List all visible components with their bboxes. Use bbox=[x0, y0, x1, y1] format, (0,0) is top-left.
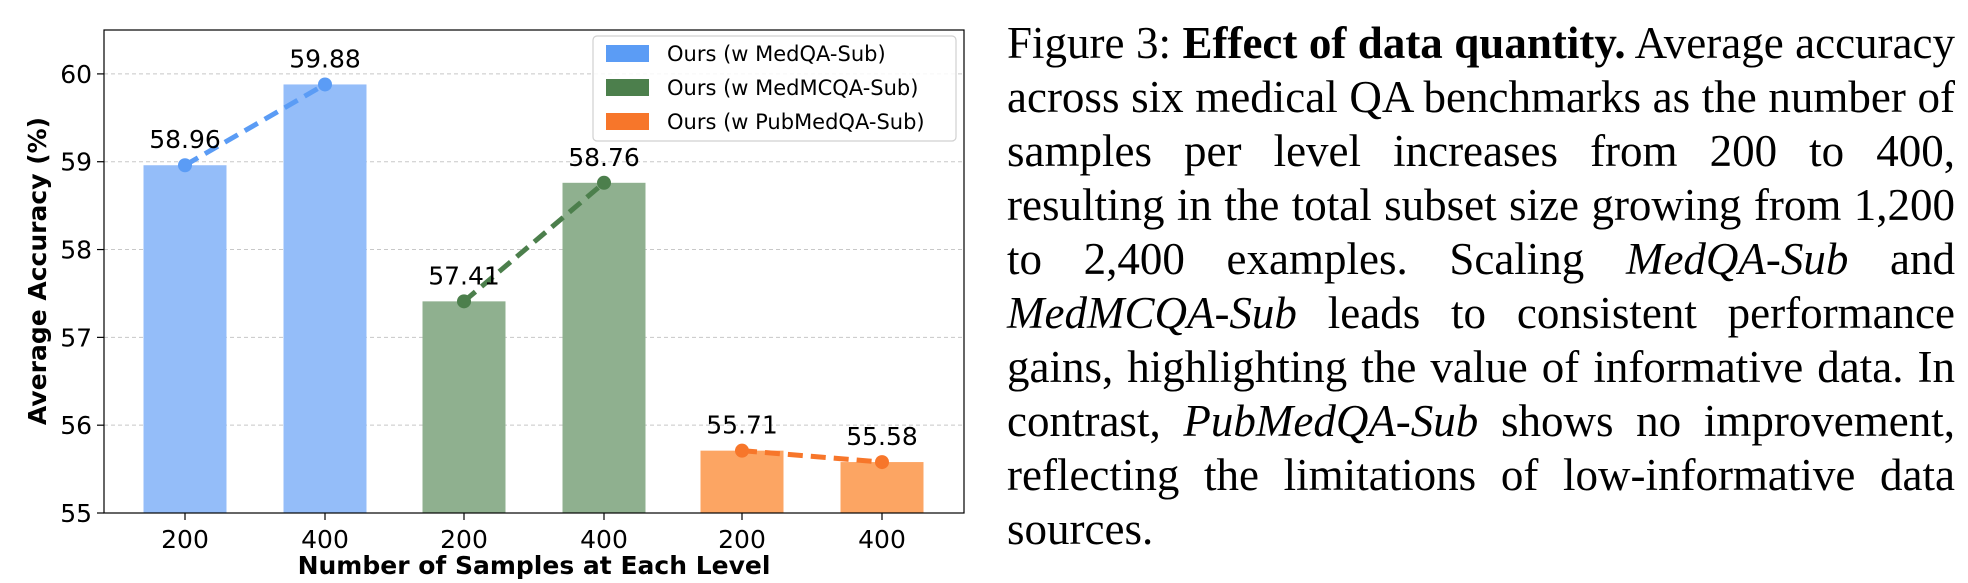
y-ticks: 55 56 57 58 59 60 bbox=[60, 60, 104, 528]
bar bbox=[422, 301, 506, 513]
grid-lines bbox=[104, 73, 964, 426]
caption-italic-medmcqa: MedMCQA-Sub bbox=[1007, 288, 1297, 338]
bar bbox=[840, 462, 924, 513]
x-tick-label: 200 bbox=[161, 525, 209, 554]
legend: Ours (w MedQA-Sub) Ours (w MedMCQA-Sub) Ou… bbox=[592, 35, 957, 142]
legend-swatch bbox=[606, 113, 649, 130]
data-label: 55.71 bbox=[706, 411, 778, 440]
caption-italic-medqa: MedQA-Sub bbox=[1625, 234, 1849, 284]
x-tick-label: 400 bbox=[301, 525, 349, 554]
trend-line bbox=[741, 448, 883, 465]
data-point bbox=[875, 455, 889, 470]
legend-swatch bbox=[606, 79, 649, 96]
data-label: 57.41 bbox=[428, 261, 500, 290]
legend-label: Ours (w PubMedQA-Sub) bbox=[667, 110, 925, 134]
x-tick-label: 400 bbox=[580, 525, 628, 554]
trend-line bbox=[462, 180, 606, 304]
legend-swatch bbox=[606, 45, 649, 62]
x-tick-label: 400 bbox=[858, 525, 906, 554]
caption-text-2: and bbox=[1890, 234, 1956, 284]
data-point bbox=[178, 158, 192, 173]
caption-text-4: shows no improvement, reflecting the lim… bbox=[1007, 396, 1956, 554]
y-tick-label: 58 bbox=[60, 236, 92, 265]
x-tick-label: 200 bbox=[718, 525, 766, 554]
bar bbox=[283, 84, 367, 514]
x-axis-label: Number of Samples at Each Level bbox=[298, 551, 771, 580]
legend-label: Ours (w MedQA-Sub) bbox=[667, 42, 886, 66]
data-point bbox=[318, 77, 332, 92]
figure-caption: Figure 3: Effect of data quantity. Avera… bbox=[1007, 16, 1955, 556]
bars bbox=[143, 84, 924, 514]
data-point bbox=[597, 175, 611, 190]
y-axis-label: Average Accuracy (%) bbox=[23, 117, 52, 425]
y-tick-label: 59 bbox=[60, 148, 92, 177]
bar bbox=[143, 165, 227, 514]
caption-title: Effect of data quantity. bbox=[1182, 18, 1626, 68]
caption-text-1: Average accuracy across six medical QA b… bbox=[1007, 18, 1955, 284]
plot-frame bbox=[103, 29, 965, 514]
y-tick-label: 56 bbox=[60, 411, 92, 440]
caption-label: Figure 3: bbox=[1007, 18, 1171, 68]
trend-line bbox=[183, 82, 327, 168]
caption-italic-pubmedqa: PubMedQA-Sub bbox=[1183, 396, 1479, 446]
data-label: 59.88 bbox=[289, 44, 361, 73]
y-tick-label: 55 bbox=[60, 499, 92, 528]
data-point bbox=[735, 443, 749, 458]
data-point bbox=[457, 294, 471, 309]
caption-text-3: leads to consistent performance gains, h… bbox=[1007, 288, 1956, 446]
bar bbox=[700, 450, 784, 513]
legend-box bbox=[592, 35, 957, 142]
data-labels: 58.96 59.88 57.41 58.76 55.71 55.58 bbox=[149, 44, 918, 451]
bar bbox=[562, 182, 646, 513]
data-label: 55.58 bbox=[846, 422, 918, 451]
data-label: 58.76 bbox=[568, 143, 640, 172]
data-label: 58.96 bbox=[149, 125, 221, 154]
y-tick-label: 57 bbox=[60, 323, 92, 352]
y-tick-label: 60 bbox=[60, 60, 92, 89]
x-tick-label: 200 bbox=[440, 525, 488, 554]
trend-lines bbox=[178, 77, 889, 470]
legend-label: Ours (w MedMCQA-Sub) bbox=[667, 76, 918, 100]
x-ticks: 200 400 200 400 200 400 bbox=[161, 513, 906, 554]
